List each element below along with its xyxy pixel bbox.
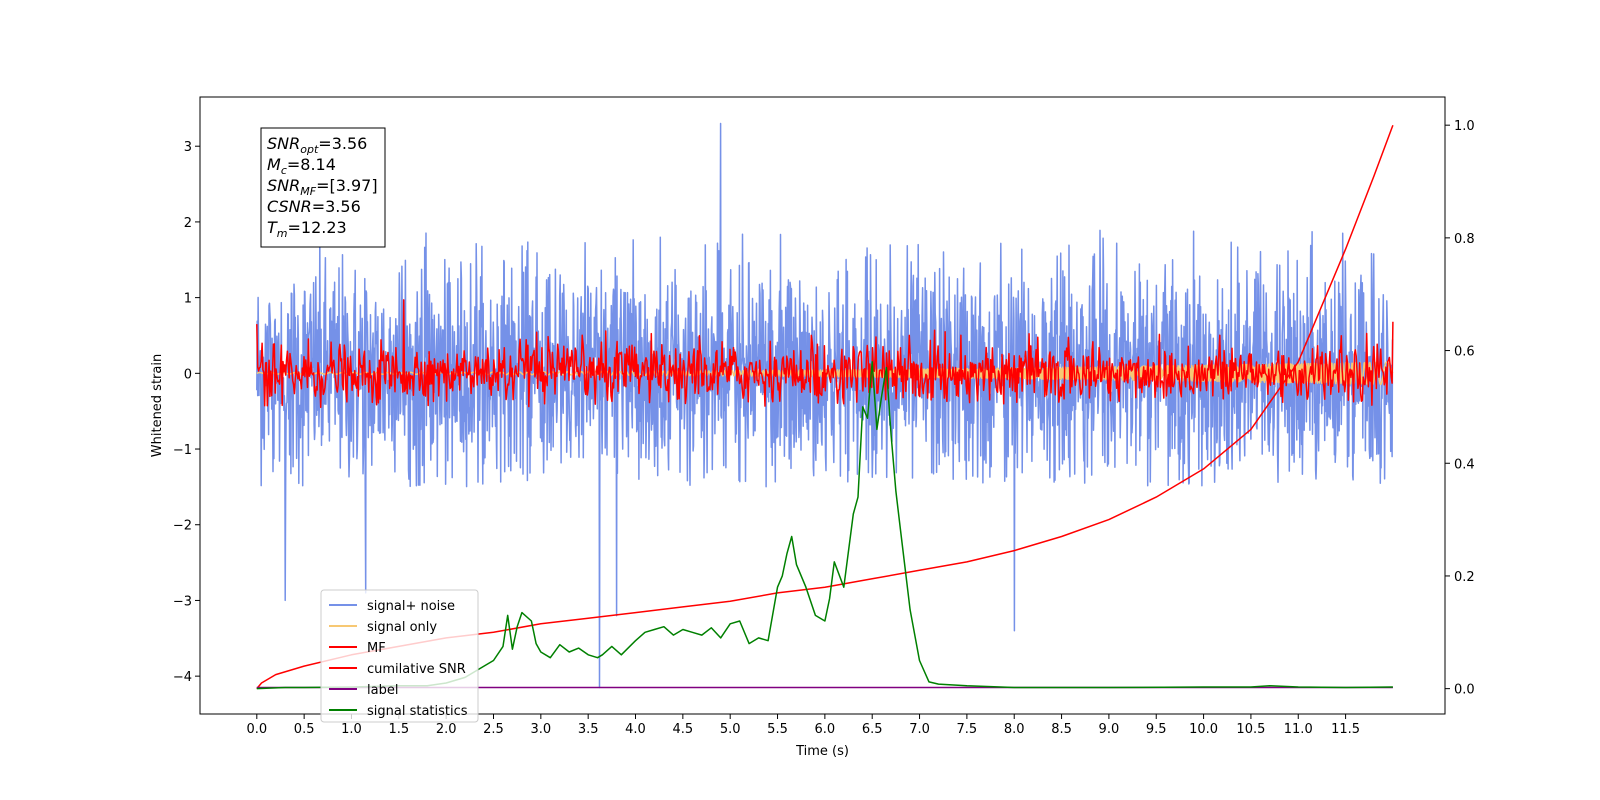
x-tick-label: 10.5	[1236, 722, 1265, 737]
x-tick-label: 2.5	[483, 722, 504, 737]
legend-entry: label	[367, 683, 398, 698]
info-line: Tm=12.23	[267, 218, 347, 240]
y-axis-right: 0.0 0.2 0.4 0.6 0.8 1.0	[1445, 119, 1475, 698]
legend-entry: signal statistics	[367, 704, 468, 719]
x-axis-label: Time (s)	[795, 744, 849, 759]
y2-tick-label: 0.8	[1454, 232, 1475, 247]
legend-entry: MF	[367, 641, 386, 656]
x-tick-label: 7.0	[909, 722, 930, 737]
series-line-0	[256, 122, 1394, 689]
plot-frame	[199, 96, 1446, 715]
info-line: SNRopt=3.56	[267, 134, 367, 156]
y2-tick-label: 0.4	[1454, 457, 1475, 472]
info-line: CSNR=3.56	[267, 197, 361, 216]
y-axis-label: Whitened strain	[150, 354, 165, 457]
y2-tick-label: 0.0	[1454, 683, 1475, 698]
series-line-5	[256, 361, 1393, 690]
y-tick-label: −2	[173, 519, 192, 534]
y-axis-left: −4 −3 −2 −1 0 1 2 3	[173, 140, 200, 685]
y2-tick-label: 0.6	[1454, 345, 1475, 360]
x-tick-label: 5.0	[720, 722, 741, 737]
x-tick-label: 2.0	[436, 722, 457, 737]
y-tick-label: 2	[184, 216, 192, 231]
info-line: SNRMF=[3.97]	[267, 176, 378, 198]
x-tick-label: 4.0	[625, 722, 646, 737]
x-tick-label: 9.0	[1099, 722, 1120, 737]
x-tick-label: 1.5	[388, 722, 409, 737]
legend: signal+ noise signal only MF cumilative SNR…	[320, 589, 479, 723]
y-tick-label: 0	[184, 367, 192, 382]
x-tick-label: 0.5	[294, 722, 315, 737]
x-tick-label: 11.0	[1284, 722, 1313, 737]
x-tick-label: 8.5	[1051, 722, 1072, 737]
x-tick-label: 0.0	[246, 722, 267, 737]
legend-entry: cumilative SNR	[367, 662, 466, 677]
legend-entry: signal+ noise	[367, 599, 455, 614]
y-tick-label: −3	[173, 594, 192, 609]
x-tick-label: 6.0	[815, 722, 836, 737]
y-tick-label: 3	[184, 140, 192, 155]
x-tick-label: 3.0	[530, 722, 551, 737]
y-tick-label: −1	[173, 443, 192, 458]
x-tick-label: 8.0	[1004, 722, 1025, 737]
x-tick-label: 1.0	[341, 722, 362, 737]
legend-entry: signal only	[367, 620, 437, 635]
y2-tick-label: 1.0	[1454, 119, 1475, 134]
x-tick-label: 6.5	[862, 722, 883, 737]
x-tick-label: 4.5	[673, 722, 694, 737]
x-tick-label: 7.5	[957, 722, 978, 737]
legend-frame	[320, 589, 479, 723]
y-tick-label: −4	[173, 670, 192, 685]
x-tick-label: 9.5	[1146, 722, 1167, 737]
y2-tick-label: 0.2	[1454, 570, 1475, 585]
x-tick-label: 11.5	[1331, 722, 1360, 737]
x-axis: 0.0 0.5 1.0 1.5 2.0 2.5 3.0 3.5 4.0 4.5 5.0 5.5 6.0 6…	[246, 714, 1360, 737]
x-tick-label: 5.5	[767, 722, 788, 737]
x-tick-label: 10.0	[1189, 722, 1218, 737]
info-box-frame	[260, 127, 386, 248]
series-line-2	[256, 299, 1394, 409]
y-tick-label: 1	[184, 292, 192, 307]
info-line: Mc=8.14	[267, 155, 336, 177]
x-tick-label: 3.5	[578, 722, 599, 737]
